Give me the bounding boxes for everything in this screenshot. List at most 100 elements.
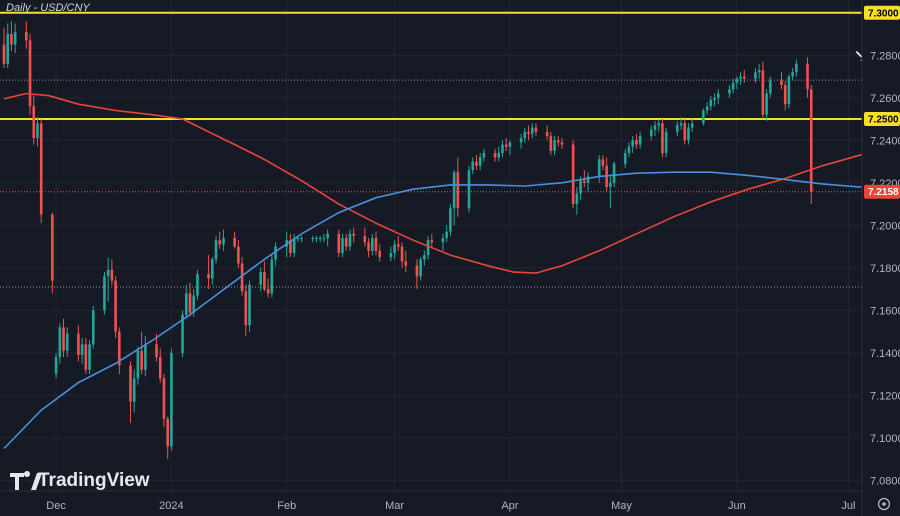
candle-body [400,246,404,262]
candle-down [77,325,80,362]
candle-body [218,240,222,245]
candle-up [170,348,173,451]
candle-up [214,235,218,264]
candle-body [84,344,88,370]
candle-down [783,80,787,111]
candle-up [627,142,631,158]
candle-up [132,369,136,413]
candle-body [445,231,448,239]
candle-body [560,142,564,145]
candle-up [508,140,512,156]
candle-body [166,418,169,447]
candle-down [806,57,809,98]
settings-button[interactable] [877,497,891,511]
candle-up [144,335,147,377]
candle-up [259,267,262,292]
candle-body [393,244,396,253]
tradingview-logo[interactable]: TradingView [10,470,150,491]
candle-body [475,161,478,166]
candle-body [311,238,315,240]
candle-up [728,85,731,98]
candle-body [493,153,497,158]
candle-body [389,252,393,258]
candle-up [467,165,471,213]
candle-body [274,246,277,260]
candle-body [32,106,36,139]
candle-body [2,44,6,64]
candle-up [370,233,374,256]
candle-down [374,231,378,256]
candle-up [184,284,188,319]
candle-up [393,240,396,260]
candle-body [556,140,560,143]
candle-down [110,259,114,285]
candle-down [534,123,538,137]
candle-body [527,131,530,134]
candle-body [77,333,80,355]
candle-down [158,348,162,383]
candle-up [196,269,199,300]
candle-down [378,244,382,262]
candle-down [635,133,638,149]
candle-up [452,170,456,226]
candle-up [575,187,579,215]
candle-down [237,240,240,268]
candle-down [51,212,54,294]
candle-up [270,255,274,298]
price-tick-label: 7.1000 [870,433,900,445]
candle-body [114,280,117,332]
candle-body [791,72,794,77]
candle-down [28,34,32,115]
candle-body [809,89,813,192]
candle-up [311,235,315,243]
candle-up [181,310,184,358]
candle-down [118,327,121,375]
candle-down [367,238,370,258]
candle-down [263,261,266,292]
candle-body [683,123,687,141]
candle-up [136,346,140,385]
tradingview-logo-text: TradingView [38,470,150,491]
candle-up [676,121,679,137]
candle-body [192,295,196,313]
candle-body [523,131,527,139]
candle-body [6,34,10,64]
candle-down [504,138,508,151]
candle-body [757,70,761,73]
candle-body [132,378,136,402]
candle-up [735,76,739,90]
candle-body [806,63,809,90]
candle-body [378,250,382,258]
candle-body [579,180,582,194]
candle-up [519,133,523,149]
candle-body [534,127,538,132]
moving-average-line [3,171,900,450]
candle-down [266,278,270,298]
candle-down [430,233,434,247]
candle-body [348,233,352,247]
candle-up [445,225,448,243]
moving-averages [3,92,900,450]
candle-body [363,235,367,243]
candle-body [322,238,326,240]
price-badge: 7.2500 [864,112,900,127]
candle-body [51,214,54,281]
candle-up [638,131,642,149]
candle-up [530,123,534,139]
candle-body [597,159,601,177]
candle-up [653,121,657,137]
candle-up [702,108,705,126]
candle-body [742,76,746,79]
candle-body [709,99,713,107]
candle-body [170,352,173,447]
candle-up [478,153,482,171]
candle-up [222,229,225,251]
time-tick-label: May [611,500,632,512]
candle-down [545,125,549,141]
candle-up [731,78,735,94]
candle-body [367,242,370,251]
price-badge-bg [864,184,900,199]
candle-body [497,153,501,158]
